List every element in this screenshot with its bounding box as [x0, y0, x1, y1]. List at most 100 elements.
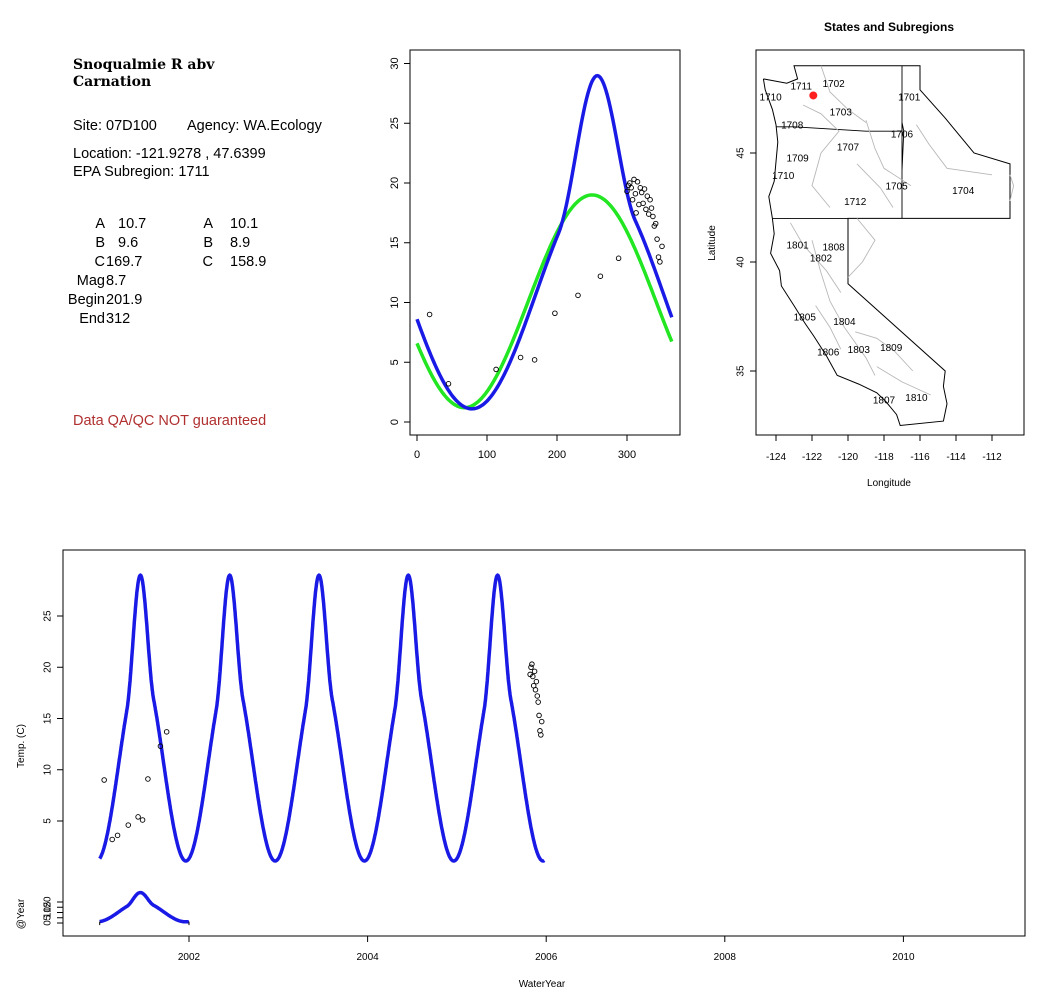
map-region-label: 1804	[833, 317, 856, 328]
timeseries-data-point	[532, 687, 539, 693]
annual-data-point	[531, 357, 538, 363]
annual-data-point	[657, 259, 663, 265]
site-title-line1: Snoqualmie R abv	[73, 57, 215, 73]
map-subregion-border	[790, 222, 842, 293]
timeseries-data-point	[534, 693, 541, 699]
param-left-value: 10.7	[118, 216, 147, 232]
timeseries-y-axis-label: Temp. (C)	[16, 724, 27, 768]
timeseries-data-point	[101, 777, 107, 783]
map-x-tick-label: -124	[766, 452, 786, 463]
map-subregion-border	[1009, 174, 1015, 202]
annual-data-point	[493, 366, 499, 373]
map-subregion-border	[802, 104, 840, 208]
map-region-label: 1802	[810, 254, 833, 265]
annual-data-point	[445, 381, 452, 387]
timeseries-data-point	[536, 712, 542, 719]
map-x-tick-label: -116	[910, 452, 930, 463]
site-title-line2: Carnation	[73, 74, 152, 90]
annual-data-point	[634, 179, 641, 185]
timeseries-data-point	[145, 776, 151, 782]
annual-data-point	[638, 189, 645, 196]
site-title: Snoqualmie R abv Carnation	[73, 57, 214, 91]
annual-plot-frame	[409, 49, 681, 436]
map-region-label: 1810	[905, 393, 928, 404]
annual-data-point	[636, 201, 642, 208]
timeseries-x-tick-label: 2004	[356, 952, 379, 963]
map-coastline	[762, 65, 1011, 427]
timeseries-x-tick-label: 2006	[535, 952, 558, 963]
param-right-label: A	[203, 216, 213, 232]
timeseries-data-point	[163, 729, 170, 735]
map-region-label: 1702	[822, 79, 845, 90]
param-left-label: C	[94, 254, 105, 270]
annual-data-point	[597, 273, 604, 279]
site-info-panel: Snoqualmie R abv Carnation Site: 07D100 …	[0, 0, 400, 460]
map-x-tick-label: -120	[838, 452, 858, 463]
param-right-value: 158.9	[230, 254, 267, 270]
param-left-value: 8.7	[106, 273, 127, 289]
map-subregion-border	[815, 305, 842, 350]
annual-x-tick-label: 200	[548, 449, 566, 461]
timeseries-y-tick-label: 20	[43, 661, 54, 673]
year-panel-y-tick-label: 5	[43, 915, 54, 921]
map-frame	[755, 49, 1025, 436]
annual-data-point	[615, 255, 622, 262]
map-subregion-border	[865, 120, 912, 187]
param-right-label: C	[202, 254, 213, 270]
timeseries-x-tick-label: 2008	[714, 952, 737, 963]
timeseries-data-point	[527, 671, 533, 678]
map-y-axis-label: Latitude	[707, 225, 718, 261]
map-state-border	[901, 122, 905, 219]
location: Location: -121.9278 , 47.6399	[73, 146, 266, 162]
timeseries-data-point	[529, 661, 535, 667]
year-panel-y-tick-label: 20	[43, 896, 54, 908]
param-left-value: 9.6	[118, 235, 139, 251]
annual-data-point	[629, 196, 636, 203]
year-panel-axis-label: @Year	[16, 898, 27, 929]
map-y-tick-label: 45	[736, 147, 747, 159]
annual-data-point	[651, 223, 658, 229]
qa-disclaimer: Data QA/QC NOT guaranteed	[73, 413, 267, 429]
map-region-label: 1809	[880, 343, 903, 354]
timeseries-data-point	[157, 743, 164, 749]
map-region-label: 1706	[891, 129, 914, 140]
param-right-value: 10.1	[230, 216, 259, 232]
param-left-label: A	[95, 216, 105, 232]
timeseries-data-point	[139, 817, 146, 823]
timeseries-data-point	[125, 822, 132, 828]
map-region-label: 1701	[898, 92, 921, 103]
annual-data-point	[632, 191, 639, 197]
map-y-tick-label: 35	[736, 365, 747, 377]
map-region-label: 1808	[822, 243, 845, 254]
annual-data-point	[641, 186, 648, 192]
param-right-value: 8.9	[230, 235, 251, 251]
map-subregion-border	[916, 124, 993, 176]
map-region-label: 1803	[848, 345, 871, 356]
annual-data-point	[637, 185, 644, 191]
param-left-value: 169.7	[106, 254, 143, 270]
timeseries-data-point	[535, 699, 541, 705]
map-x-tick-label: -118	[874, 452, 894, 463]
timeseries-data-point	[114, 832, 121, 839]
timeseries-data-point	[528, 664, 534, 671]
annual-x-tick-label: 300	[618, 449, 636, 461]
map-site-marker	[809, 91, 818, 100]
map-region-label: 1801	[786, 241, 809, 252]
map-region-label: 1705	[885, 182, 908, 193]
agency: Agency: WA.Ecology	[187, 118, 322, 134]
annual-data-point	[647, 196, 653, 203]
map-region-label: 1707	[837, 142, 860, 153]
annual-data-point	[627, 180, 633, 186]
timeseries-data-point	[533, 678, 540, 685]
param-left-value: 201.9	[106, 292, 143, 308]
map-subregion-border	[811, 240, 876, 376]
timeseries-y-tick-label: 25	[43, 610, 54, 622]
annual-data-point	[645, 211, 652, 217]
timeseries-data-point	[530, 673, 536, 680]
timeseries-data-point	[537, 728, 543, 734]
annual-data-point	[643, 206, 649, 213]
timeseries-frame	[62, 549, 1026, 937]
map-subregion-border	[820, 65, 867, 123]
timeseries-data-point	[531, 668, 538, 675]
year-panel-y-tick-label: 15	[43, 901, 54, 913]
